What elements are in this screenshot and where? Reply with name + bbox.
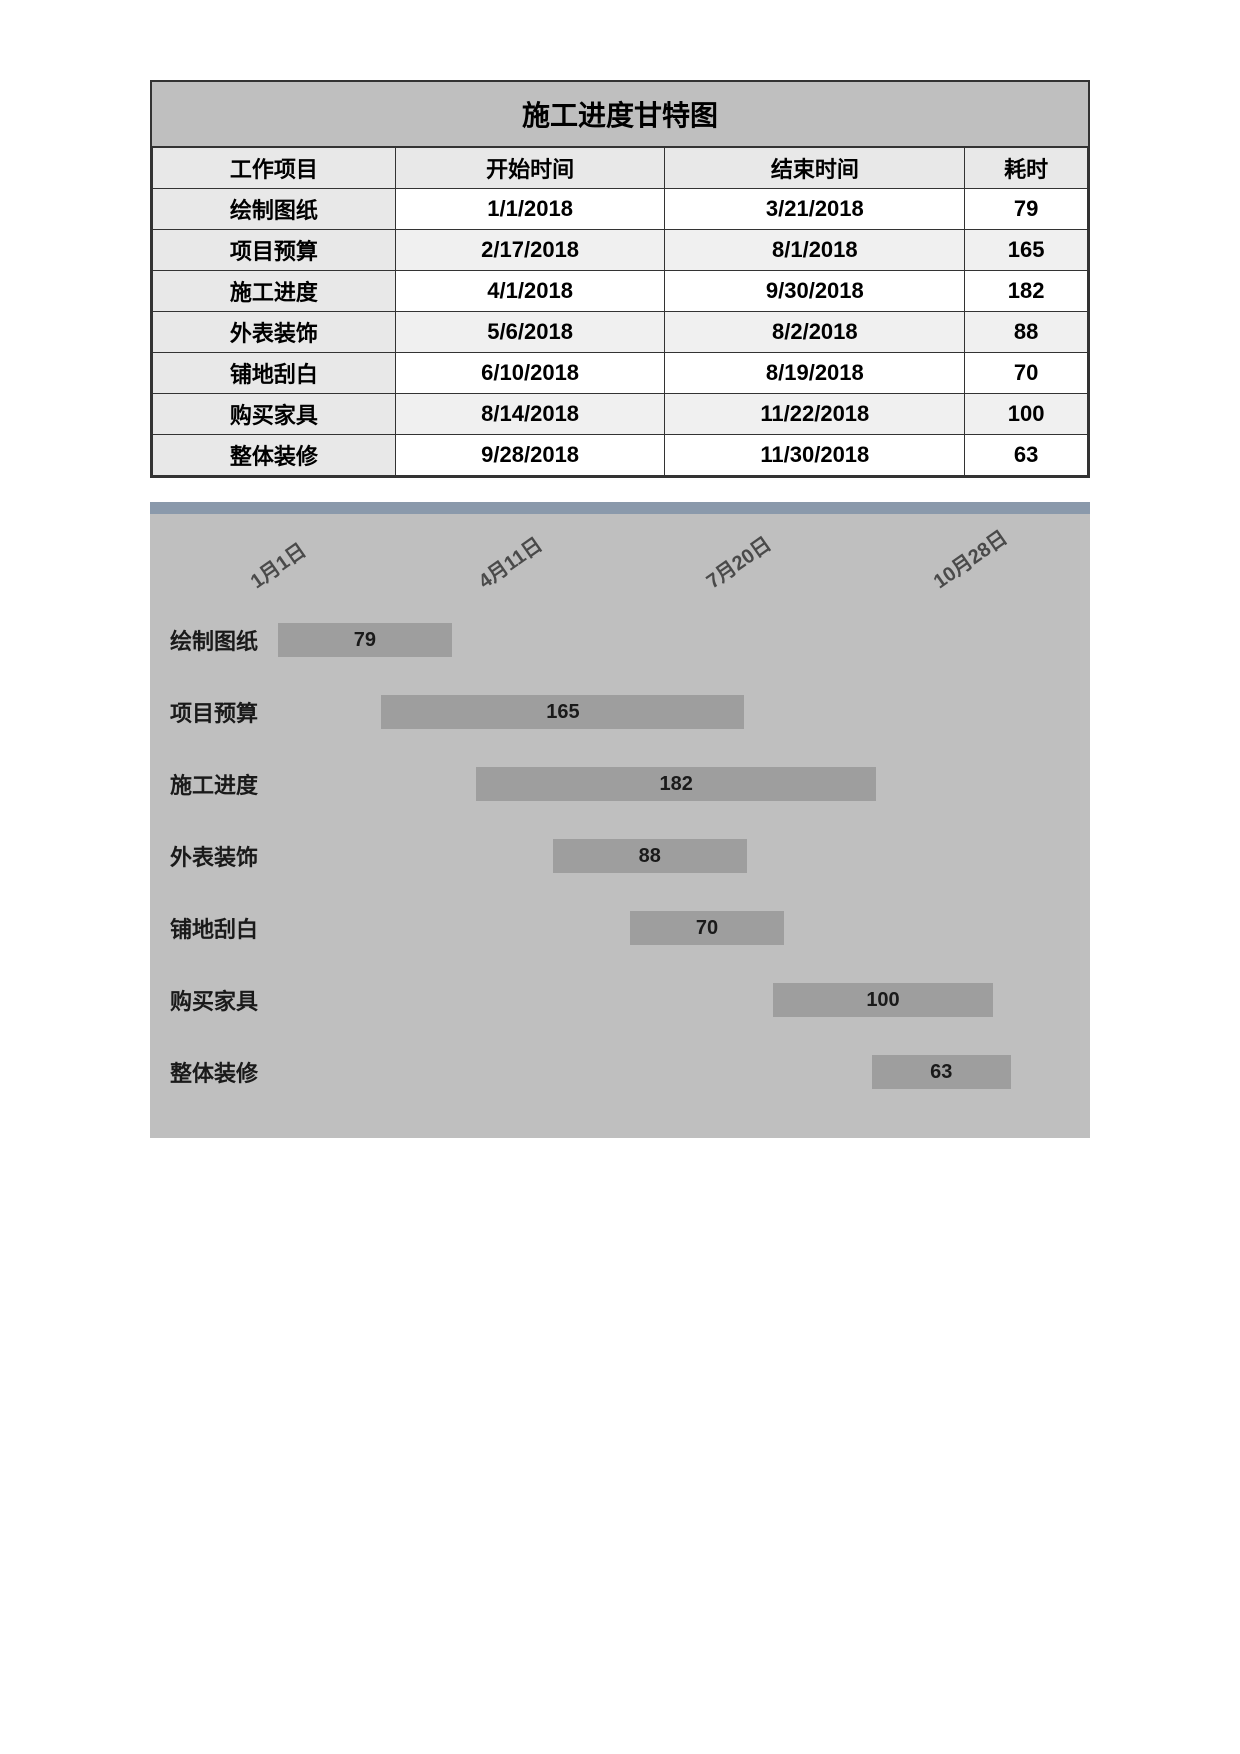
table-row: 外表装饰5/6/20188/2/201888 bbox=[153, 312, 1088, 353]
axis-label: 1月1日 bbox=[243, 535, 311, 594]
gantt-bar: 70 bbox=[630, 911, 784, 945]
col-header-duration: 耗时 bbox=[965, 148, 1088, 189]
gantt-bar-label: 79 bbox=[354, 629, 376, 652]
cell-end: 8/19/2018 bbox=[665, 353, 965, 394]
cell-start: 6/10/2018 bbox=[395, 353, 665, 394]
schedule-table-container: 施工进度甘特图 工作项目 开始时间 结束时间 耗时 绘制图纸1/1/20183/… bbox=[150, 80, 1090, 478]
cell-task: 整体装修 bbox=[153, 435, 396, 476]
cell-end: 3/21/2018 bbox=[665, 189, 965, 230]
cell-duration: 63 bbox=[965, 435, 1088, 476]
cell-duration: 79 bbox=[965, 189, 1088, 230]
gantt-row: 绘制图纸 79 bbox=[170, 604, 1070, 676]
gantt-row: 整体装修 63 bbox=[170, 1036, 1070, 1108]
cell-task: 外表装饰 bbox=[153, 312, 396, 353]
gantt-bar: 79 bbox=[278, 623, 452, 657]
cell-start: 2/17/2018 bbox=[395, 230, 665, 271]
gantt-track: 70 bbox=[278, 911, 1070, 945]
table-row: 施工进度4/1/20189/30/2018182 bbox=[153, 271, 1088, 312]
gantt-topbar bbox=[150, 502, 1090, 514]
gantt-row: 外表装饰 88 bbox=[170, 820, 1070, 892]
gantt-track: 79 bbox=[278, 623, 1070, 657]
gantt-chart: 1月1日 4月11日 7月20日 10月28日 绘制图纸 79 项目预算 165 施工进度 18… bbox=[150, 502, 1090, 1138]
cell-end: 11/30/2018 bbox=[665, 435, 965, 476]
gantt-bar-label: 100 bbox=[866, 989, 899, 1012]
cell-duration: 100 bbox=[965, 394, 1088, 435]
axis-label: 7月20日 bbox=[699, 528, 776, 594]
gantt-rows: 绘制图纸 79 项目预算 165 施工进度 182 外表装饰 88 铺地刮白 70 购买家具 100 整… bbox=[170, 604, 1070, 1108]
cell-duration: 165 bbox=[965, 230, 1088, 271]
gantt-row-label: 绘制图纸 bbox=[170, 624, 278, 656]
gantt-row-label: 施工进度 bbox=[170, 768, 278, 800]
cell-task: 铺地刮白 bbox=[153, 353, 396, 394]
gantt-row-label: 整体装修 bbox=[170, 1056, 278, 1088]
axis-label: 4月11日 bbox=[471, 529, 547, 594]
gantt-bar: 100 bbox=[773, 983, 993, 1017]
gantt-row-label: 购买家具 bbox=[170, 984, 278, 1016]
gantt-bar: 63 bbox=[872, 1055, 1011, 1089]
gantt-row-label: 外表装饰 bbox=[170, 840, 278, 872]
gantt-track: 100 bbox=[278, 983, 1070, 1017]
cell-start: 9/28/2018 bbox=[395, 435, 665, 476]
cell-task: 购买家具 bbox=[153, 394, 396, 435]
cell-start: 8/14/2018 bbox=[395, 394, 665, 435]
table-row: 铺地刮白6/10/20188/19/201870 bbox=[153, 353, 1088, 394]
cell-end: 11/22/2018 bbox=[665, 394, 965, 435]
gantt-row: 项目预算 165 bbox=[170, 676, 1070, 748]
gantt-track: 88 bbox=[278, 839, 1070, 873]
schedule-table: 工作项目 开始时间 结束时间 耗时 绘制图纸1/1/20183/21/20187… bbox=[152, 147, 1088, 476]
gantt-row-label: 铺地刮白 bbox=[170, 912, 278, 944]
cell-end: 8/2/2018 bbox=[665, 312, 965, 353]
gantt-bar-label: 70 bbox=[696, 917, 718, 940]
cell-start: 1/1/2018 bbox=[395, 189, 665, 230]
cell-duration: 70 bbox=[965, 353, 1088, 394]
col-header-task: 工作项目 bbox=[153, 148, 396, 189]
cell-end: 9/30/2018 bbox=[665, 271, 965, 312]
gantt-row: 铺地刮白 70 bbox=[170, 892, 1070, 964]
cell-task: 绘制图纸 bbox=[153, 189, 396, 230]
cell-start: 5/6/2018 bbox=[395, 312, 665, 353]
table-row: 项目预算2/17/20188/1/2018165 bbox=[153, 230, 1088, 271]
gantt-row: 购买家具 100 bbox=[170, 964, 1070, 1036]
table-row: 绘制图纸1/1/20183/21/201879 bbox=[153, 189, 1088, 230]
axis-label: 10月28日 bbox=[927, 522, 1013, 594]
gantt-bar-label: 165 bbox=[546, 701, 579, 724]
table-row: 购买家具8/14/201811/22/2018100 bbox=[153, 394, 1088, 435]
gantt-track: 182 bbox=[278, 767, 1070, 801]
cell-duration: 182 bbox=[965, 271, 1088, 312]
cell-start: 4/1/2018 bbox=[395, 271, 665, 312]
gantt-row-label: 项目预算 bbox=[170, 696, 278, 728]
cell-task: 施工进度 bbox=[153, 271, 396, 312]
header-row: 工作项目 开始时间 结束时间 耗时 bbox=[153, 148, 1088, 189]
gantt-row: 施工进度 182 bbox=[170, 748, 1070, 820]
table-title: 施工进度甘特图 bbox=[152, 82, 1088, 147]
gantt-track: 63 bbox=[278, 1055, 1070, 1089]
col-header-end: 结束时间 bbox=[665, 148, 965, 189]
cell-end: 8/1/2018 bbox=[665, 230, 965, 271]
col-header-start: 开始时间 bbox=[395, 148, 665, 189]
gantt-bar: 182 bbox=[476, 767, 876, 801]
cell-task: 项目预算 bbox=[153, 230, 396, 271]
table-row: 整体装修9/28/201811/30/201863 bbox=[153, 435, 1088, 476]
gantt-bar-label: 182 bbox=[660, 773, 693, 796]
gantt-bar-label: 88 bbox=[639, 845, 661, 868]
gantt-track: 165 bbox=[278, 695, 1070, 729]
gantt-time-axis: 1月1日4月11日7月20日10月28日 bbox=[260, 514, 1080, 604]
gantt-bar: 88 bbox=[553, 839, 747, 873]
cell-duration: 88 bbox=[965, 312, 1088, 353]
gantt-bar-label: 63 bbox=[930, 1061, 952, 1084]
gantt-bar: 165 bbox=[381, 695, 744, 729]
